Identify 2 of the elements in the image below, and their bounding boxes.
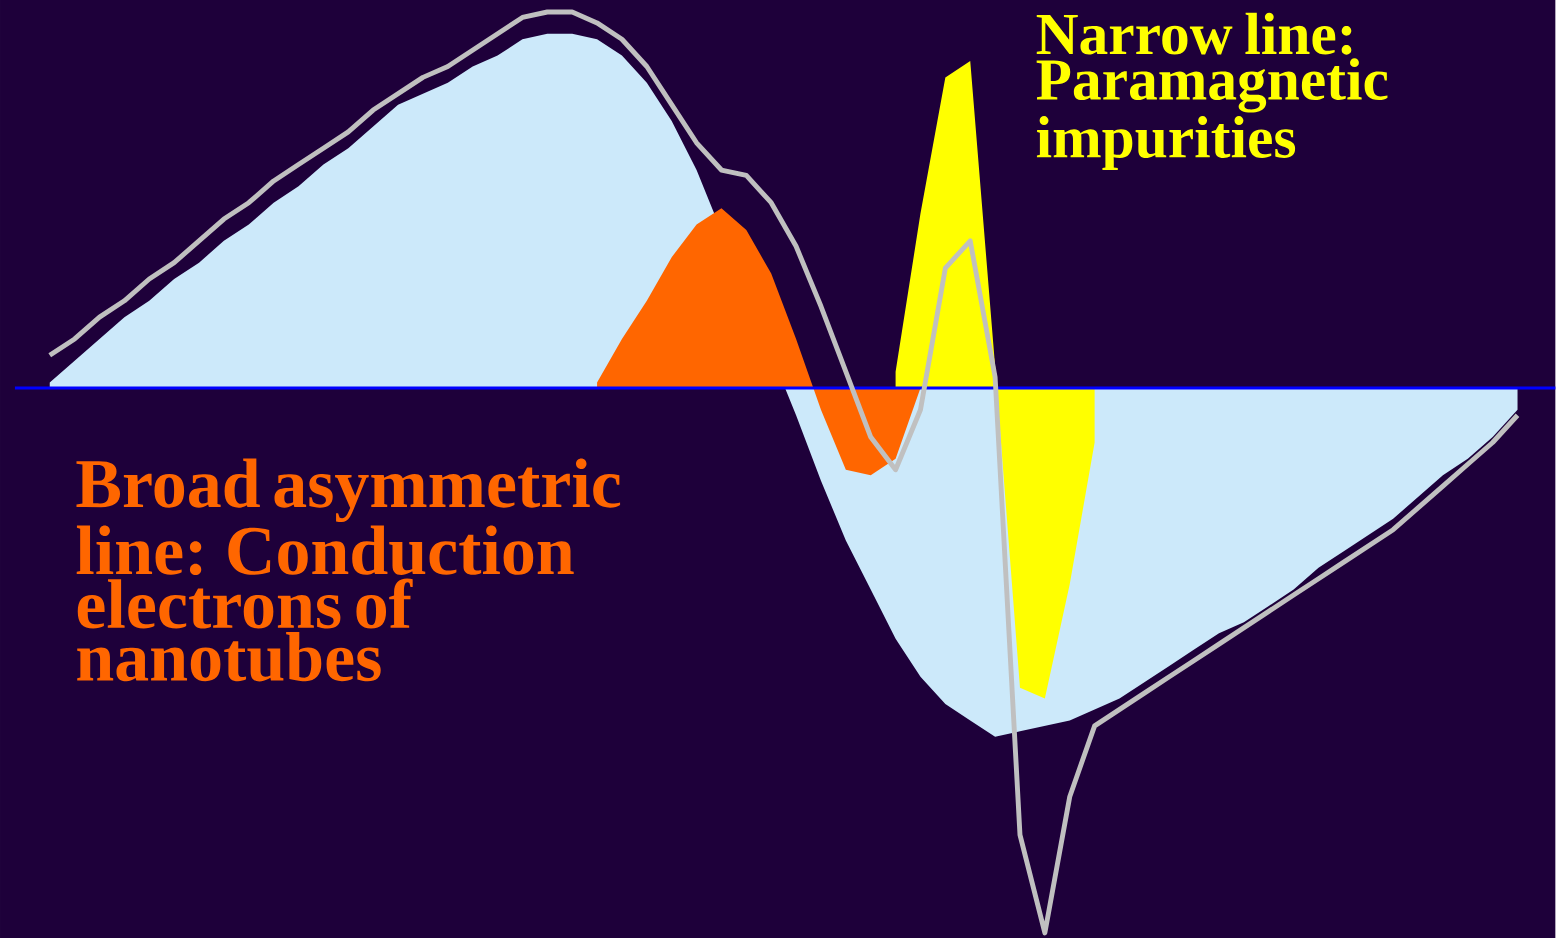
annotation: Narrow line: Paramagnetic impurities [1036, 12, 1388, 170]
annotation: Broad asymmetric line: Conduction electrons of nanotubes [76, 458, 621, 682]
